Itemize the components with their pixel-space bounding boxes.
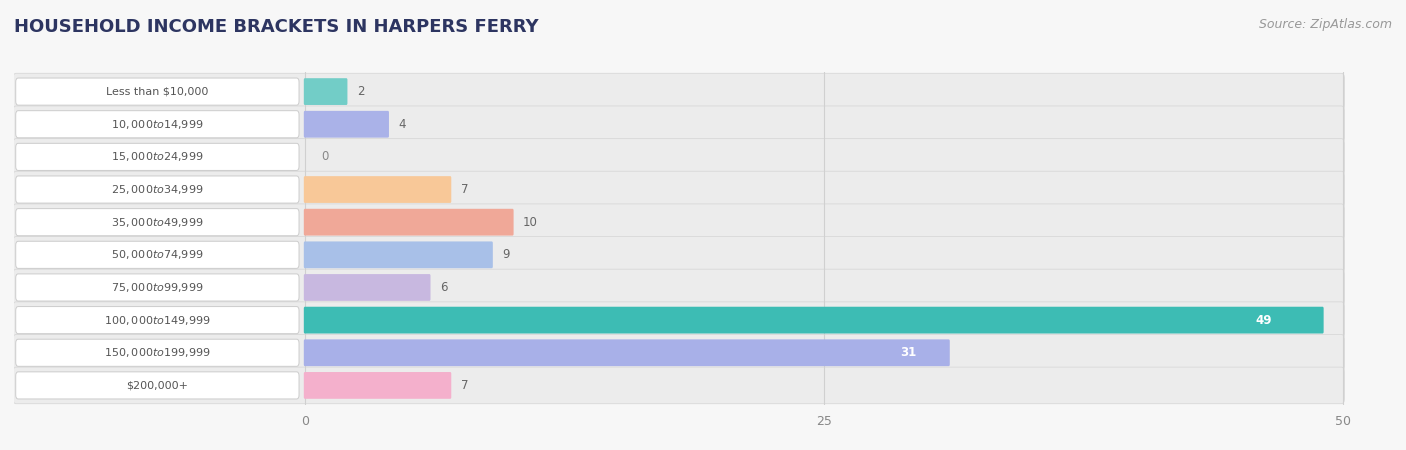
FancyBboxPatch shape (304, 242, 494, 268)
FancyBboxPatch shape (15, 111, 299, 138)
FancyBboxPatch shape (15, 372, 299, 399)
Text: $150,000 to $199,999: $150,000 to $199,999 (104, 346, 211, 359)
FancyBboxPatch shape (304, 372, 451, 399)
Text: 49: 49 (1256, 314, 1271, 327)
Text: Source: ZipAtlas.com: Source: ZipAtlas.com (1258, 18, 1392, 31)
Text: 7: 7 (461, 379, 468, 392)
FancyBboxPatch shape (304, 78, 347, 105)
FancyBboxPatch shape (304, 209, 513, 235)
Text: $75,000 to $99,999: $75,000 to $99,999 (111, 281, 204, 294)
Text: $100,000 to $149,999: $100,000 to $149,999 (104, 314, 211, 327)
FancyBboxPatch shape (13, 302, 1344, 338)
FancyBboxPatch shape (304, 274, 430, 301)
FancyBboxPatch shape (15, 209, 299, 236)
Text: $25,000 to $34,999: $25,000 to $34,999 (111, 183, 204, 196)
Text: 31: 31 (900, 346, 917, 359)
Text: $200,000+: $200,000+ (127, 380, 188, 391)
FancyBboxPatch shape (304, 111, 389, 138)
FancyBboxPatch shape (15, 144, 299, 171)
Text: 9: 9 (502, 248, 509, 261)
Text: 10: 10 (523, 216, 538, 229)
Text: HOUSEHOLD INCOME BRACKETS IN HARPERS FERRY: HOUSEHOLD INCOME BRACKETS IN HARPERS FER… (14, 18, 538, 36)
Text: Less than $10,000: Less than $10,000 (107, 86, 208, 97)
FancyBboxPatch shape (13, 106, 1344, 143)
FancyBboxPatch shape (15, 176, 299, 203)
Text: 6: 6 (440, 281, 447, 294)
FancyBboxPatch shape (304, 339, 950, 366)
FancyBboxPatch shape (13, 367, 1344, 404)
FancyBboxPatch shape (15, 339, 299, 366)
FancyBboxPatch shape (13, 204, 1344, 240)
FancyBboxPatch shape (304, 176, 451, 203)
Text: 2: 2 (357, 85, 364, 98)
FancyBboxPatch shape (13, 269, 1344, 306)
FancyBboxPatch shape (15, 306, 299, 333)
Text: 0: 0 (322, 150, 329, 163)
Text: $50,000 to $74,999: $50,000 to $74,999 (111, 248, 204, 261)
FancyBboxPatch shape (15, 78, 299, 105)
Text: $15,000 to $24,999: $15,000 to $24,999 (111, 150, 204, 163)
Text: 4: 4 (398, 118, 406, 131)
FancyBboxPatch shape (13, 171, 1344, 208)
FancyBboxPatch shape (13, 139, 1344, 175)
Text: $10,000 to $14,999: $10,000 to $14,999 (111, 118, 204, 131)
FancyBboxPatch shape (15, 241, 299, 268)
FancyBboxPatch shape (13, 73, 1344, 110)
FancyBboxPatch shape (13, 334, 1344, 371)
FancyBboxPatch shape (15, 274, 299, 301)
Text: 7: 7 (461, 183, 468, 196)
Text: $35,000 to $49,999: $35,000 to $49,999 (111, 216, 204, 229)
FancyBboxPatch shape (304, 307, 1323, 333)
FancyBboxPatch shape (13, 237, 1344, 273)
